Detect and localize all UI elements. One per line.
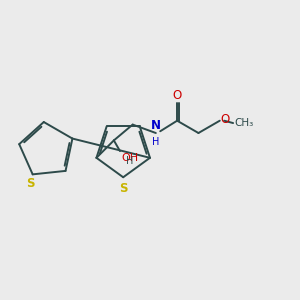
Text: O: O — [220, 113, 230, 126]
Text: S: S — [26, 177, 34, 190]
Text: H: H — [152, 136, 160, 146]
Text: O: O — [172, 89, 182, 102]
Text: H: H — [126, 156, 134, 166]
Text: CH₃: CH₃ — [235, 118, 254, 128]
Text: OH: OH — [121, 153, 138, 163]
Text: S: S — [119, 182, 128, 195]
Text: N: N — [151, 119, 161, 132]
